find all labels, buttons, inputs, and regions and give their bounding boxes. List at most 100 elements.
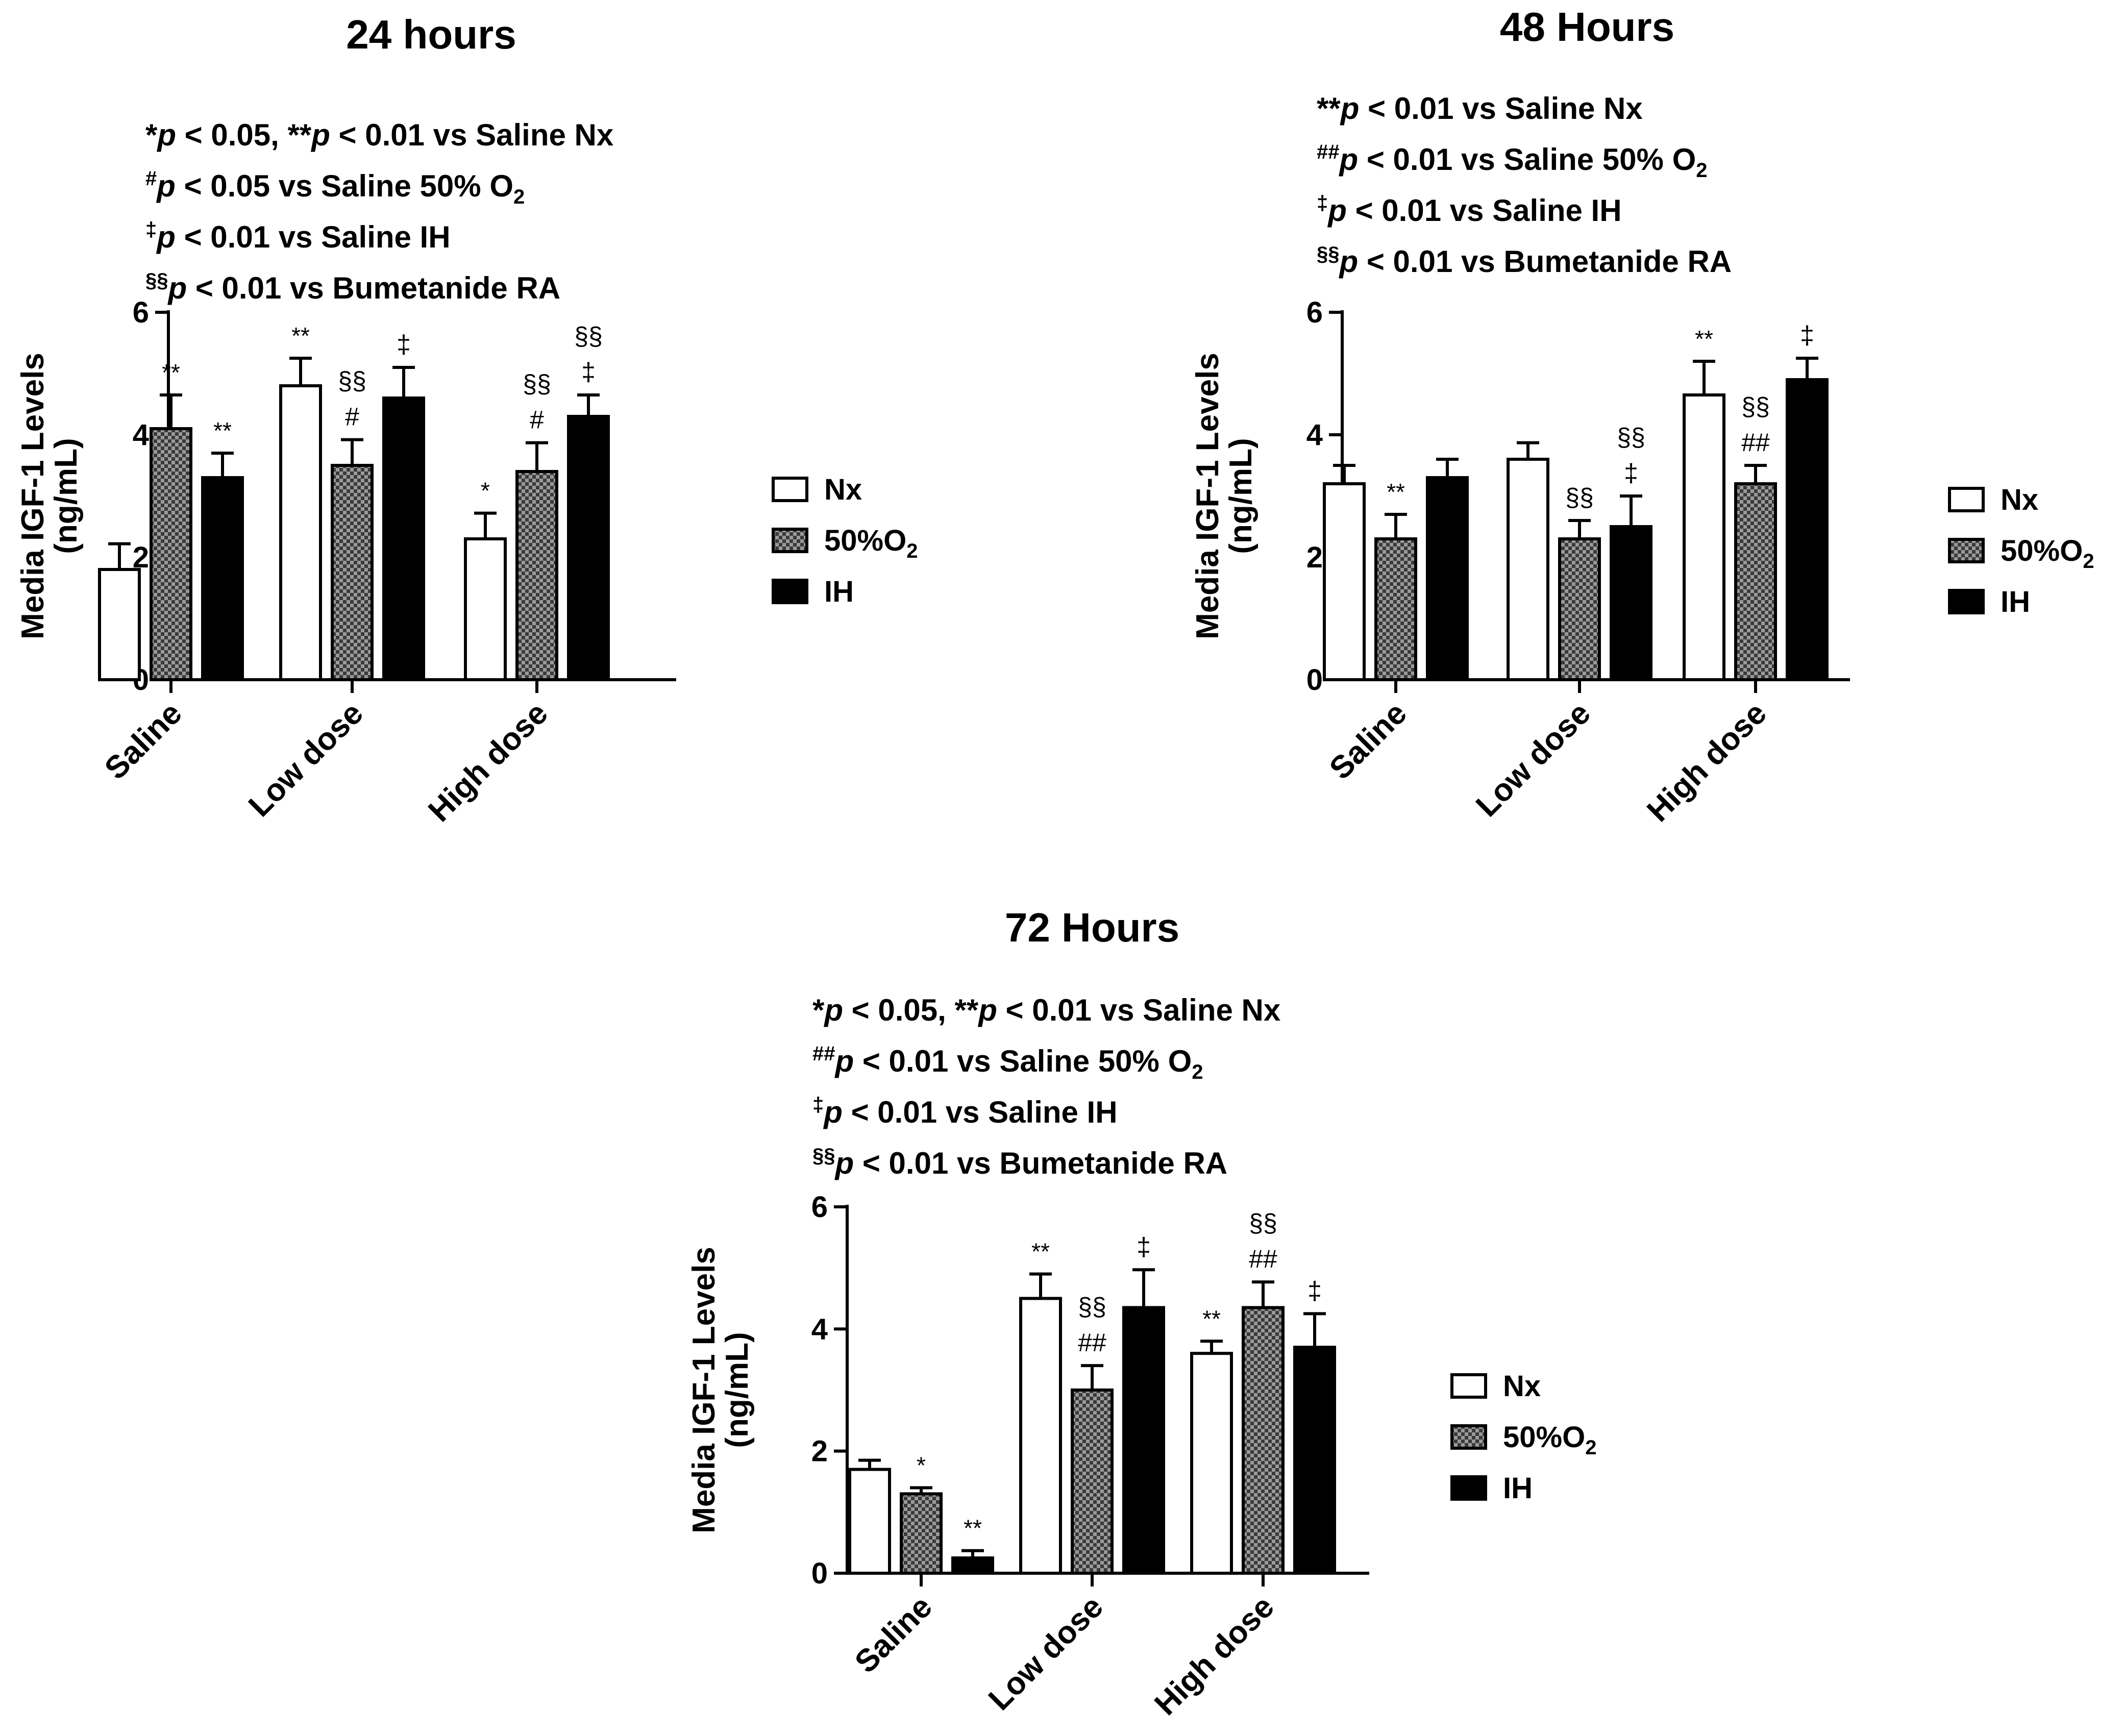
significance-marker: **	[964, 1515, 982, 1542]
category-label: High dose	[1148, 1589, 1281, 1722]
bar-open	[848, 1468, 891, 1575]
bar-solid	[1426, 476, 1469, 681]
legend-label-ih: IH	[2001, 585, 2030, 618]
chart-panel-p48: 48 Hours **p < 0.01 vs Saline Nx ##p < 0.0…	[1190, 4, 2094, 829]
significance-marker: **	[291, 323, 310, 349]
significance-note: ‡p < 0.01 vs Saline IH	[145, 218, 451, 254]
category-label: Low dose	[982, 1589, 1110, 1717]
legend-label-o2: 50%O2	[824, 524, 918, 562]
significance-note: **p < 0.01 vs Saline Nx	[1317, 91, 1643, 126]
significance-marker: **	[213, 417, 232, 444]
significance-marker: #	[345, 403, 359, 431]
y-tick-label: 4	[1306, 418, 1323, 452]
category-label: High dose	[422, 696, 555, 829]
significance-marker: #	[530, 406, 544, 434]
significance-marker: ##	[1249, 1245, 1277, 1273]
legend-label-ih: IH	[824, 575, 854, 608]
y-tick-label: 2	[811, 1435, 828, 1468]
bar-hatch	[1242, 1306, 1285, 1575]
significance-marker: §§	[523, 370, 551, 399]
bar-hatch	[515, 470, 558, 681]
significance-note: ##p < 0.01 vs Saline 50% O2	[812, 1043, 1203, 1083]
significance-marker: §§	[1565, 483, 1594, 512]
y-tick-label: 6	[811, 1191, 828, 1224]
y-tick-label: 0	[811, 1557, 828, 1590]
legend-label-o2: 50%O2	[1503, 1421, 1596, 1459]
bar-solid	[201, 476, 244, 681]
y-axis-label: Media IGF-1 Levels	[686, 1247, 722, 1533]
bar-hatch	[1734, 482, 1777, 681]
significance-marker: ‡	[581, 358, 596, 386]
category-label: Saline	[1323, 696, 1414, 786]
y-axis-label: Media IGF-1 Levels	[15, 353, 51, 639]
bar-open	[1190, 1352, 1233, 1575]
y-axis-label: Media IGF-1 Levels	[1190, 353, 1225, 639]
significance-marker: ‡	[397, 330, 411, 359]
significance-marker: ‡	[1624, 459, 1638, 487]
y-tick-label: 6	[1306, 296, 1323, 329]
legend-swatch-ih	[772, 579, 808, 604]
category-label: Low dose	[242, 696, 370, 824]
significance-marker: ##	[1078, 1328, 1106, 1357]
category-label: Saline	[98, 696, 189, 786]
legend-label-nx: Nx	[1503, 1370, 1541, 1403]
bar-solid	[1122, 1306, 1165, 1575]
significance-marker: §§	[1741, 392, 1770, 421]
y-tick-label: 4	[133, 418, 149, 452]
chart-title: 48 Hours	[1500, 4, 1674, 49]
significance-marker: *	[481, 478, 490, 504]
category-label: High dose	[1640, 696, 1773, 829]
legend-label-o2: 50%O2	[2001, 534, 2094, 573]
bar-solid	[567, 415, 610, 681]
legend-label-nx: Nx	[824, 473, 862, 506]
bar-open	[1683, 393, 1725, 681]
significance-marker: **	[1202, 1305, 1221, 1332]
chart-title: 72 Hours	[1005, 905, 1179, 950]
significance-note: *p < 0.05, **p < 0.01 vs Saline Nx	[145, 118, 613, 152]
y-tick-label: 0	[1306, 663, 1323, 697]
y-tick-label: 4	[811, 1312, 828, 1346]
y-tick-label: 6	[133, 296, 149, 329]
bar-solid	[1293, 1346, 1336, 1575]
bar-hatch	[1374, 537, 1417, 681]
significance-marker: **	[1387, 479, 1405, 505]
legend-swatch-o2	[772, 528, 808, 553]
bar-solid	[1786, 378, 1829, 681]
legend-swatch-ih	[1450, 1475, 1487, 1501]
significance-marker: **	[1031, 1238, 1050, 1265]
y-tick-label: 2	[1306, 541, 1323, 574]
chart-title: 24 hours	[346, 12, 516, 57]
category-label: Low dose	[1469, 696, 1597, 824]
bar-hatch	[1071, 1388, 1114, 1575]
bar-open	[464, 537, 507, 681]
legend-swatch-ih	[1948, 589, 1985, 614]
y-axis-label-units: (ng/mL)	[48, 438, 84, 554]
significance-marker: **	[162, 359, 180, 386]
significance-marker: §§	[1078, 1293, 1106, 1321]
bar-hatch	[1558, 537, 1601, 681]
bar-hatch	[900, 1492, 943, 1575]
legend-swatch-o2	[1450, 1424, 1487, 1450]
significance-note: §§p < 0.01 vs Bumetanide RA	[145, 269, 560, 305]
bar-open	[279, 384, 322, 681]
significance-marker: ‡	[1800, 321, 1814, 350]
significance-note: #p < 0.05 vs Saline 50% O2	[145, 167, 525, 208]
bar-open	[1323, 482, 1366, 681]
significance-marker: ‡	[1307, 1276, 1322, 1305]
significance-note: ##p < 0.01 vs Saline 50% O2	[1317, 141, 1708, 182]
y-axis-label-units: (ng/mL)	[1223, 438, 1259, 554]
legend-swatch-nx	[1450, 1373, 1487, 1399]
bar-solid	[951, 1556, 994, 1575]
chart-panel-p24: 24 hours *p < 0.05, **p < 0.01 vs Saline …	[15, 12, 918, 829]
y-axis-label-units: (ng/mL)	[720, 1332, 755, 1448]
significance-note: ‡p < 0.01 vs Saline IH	[1317, 192, 1622, 228]
bar-hatch	[150, 427, 192, 681]
significance-note: *p < 0.05, **p < 0.01 vs Saline Nx	[812, 993, 1280, 1027]
bar-solid	[382, 396, 425, 681]
bar-hatch	[331, 464, 374, 681]
legend-label-nx: Nx	[2001, 483, 2038, 516]
legend-swatch-nx	[1948, 487, 1985, 512]
significance-marker: §§	[574, 322, 603, 351]
bar-open	[1507, 458, 1549, 681]
